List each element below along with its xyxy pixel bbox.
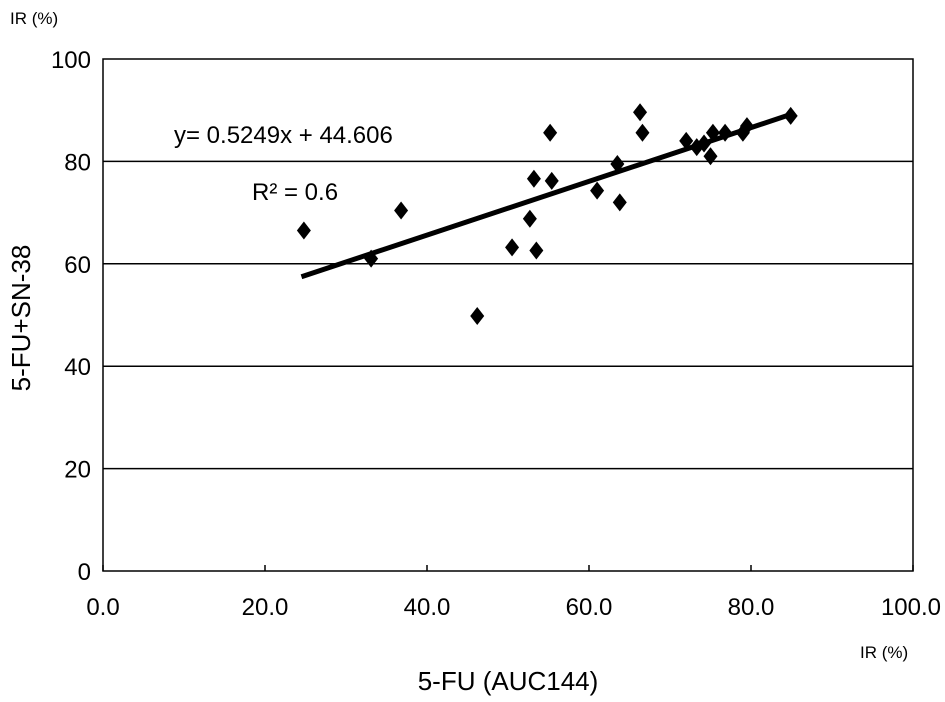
data-point: [529, 241, 544, 260]
y-tick-label: 100: [51, 47, 91, 74]
data-point: [526, 169, 541, 188]
trendline-group: [300, 111, 793, 280]
x-tick-label: 60.0: [566, 594, 613, 621]
y-tick-label: 40: [64, 354, 91, 381]
data-point: [394, 201, 409, 220]
data-point: [679, 131, 694, 150]
x-tick-label: 0.0: [86, 594, 119, 621]
x-tick-label: 20.0: [242, 594, 289, 621]
y-tick-label: 80: [64, 149, 91, 176]
data-points: [296, 103, 798, 326]
x-axis-unit-label: IR (%): [860, 643, 908, 662]
data-point: [470, 307, 485, 326]
data-point: [610, 154, 625, 173]
trendline: [300, 111, 793, 280]
x-axis-title: 5-FU (AUC144): [418, 666, 599, 696]
data-point: [296, 221, 311, 240]
x-tick-labels: 0.0 20.0 40.0 60.0 80.0 100.0: [86, 594, 941, 621]
y-tick-label: 20: [64, 457, 91, 484]
data-point: [522, 209, 537, 228]
r-squared-label: R² = 0.6: [252, 179, 338, 206]
data-point: [703, 147, 718, 166]
data-point: [705, 123, 720, 142]
data-point: [697, 134, 712, 153]
y-axis-unit-label: IR (%): [10, 9, 58, 28]
data-point: [590, 181, 605, 200]
x-tick-label: 80.0: [728, 594, 775, 621]
regression-equation: y= 0.5249x + 44.606: [174, 122, 393, 149]
grid-lines: [102, 160, 914, 571]
y-tick-label: 0: [78, 559, 91, 586]
y-tick-label: 60: [64, 252, 91, 279]
plot-area-frame: [102, 58, 914, 572]
y-tick-labels: 0 20 40 60 80 100: [51, 47, 91, 586]
x-tick-label: 40.0: [404, 594, 451, 621]
data-point: [635, 123, 650, 142]
data-point: [544, 171, 559, 190]
data-point: [612, 193, 627, 212]
data-point: [505, 238, 520, 257]
x-tick-label: 100.0: [881, 594, 941, 621]
data-point: [783, 106, 798, 125]
data-point: [739, 117, 754, 136]
data-point: [364, 249, 379, 268]
data-point: [543, 123, 558, 142]
y-axis-title: 5-FU+SN-38: [6, 245, 36, 392]
data-point: [633, 103, 648, 122]
data-point: [718, 123, 733, 142]
